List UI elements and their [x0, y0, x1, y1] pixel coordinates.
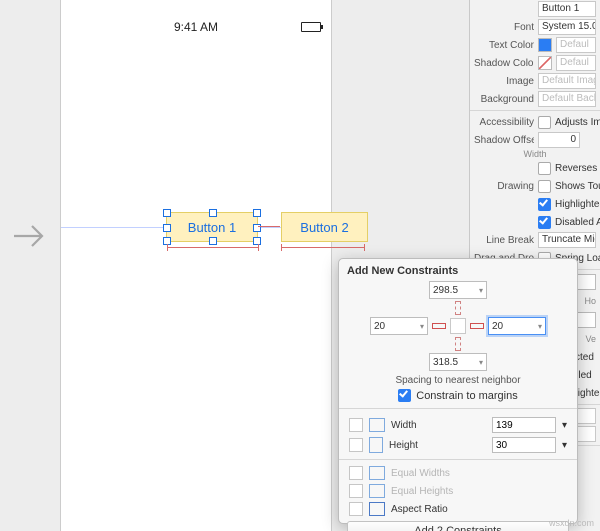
image-field[interactable]: Default Imag — [538, 73, 596, 89]
aspect-ratio-row[interactable]: Aspect Ratio — [339, 500, 577, 518]
constrain-margins-check[interactable] — [398, 389, 411, 402]
statusbar-time: 9:41 AM — [174, 20, 218, 34]
canvas-pan-arrow — [12, 222, 50, 250]
title-field[interactable]: Button 1 — [538, 1, 596, 17]
width-check[interactable] — [349, 418, 363, 432]
height-value-field[interactable] — [492, 437, 556, 453]
right-strut[interactable] — [470, 323, 484, 329]
left-strut[interactable] — [432, 323, 446, 329]
aspect-ratio-icon — [369, 502, 385, 516]
neighbor-caption: Spacing to nearest neighbor — [339, 375, 577, 386]
battery-icon — [301, 22, 321, 32]
shadow-color-swatch[interactable] — [538, 56, 552, 70]
font-field[interactable]: System 15.0 — [538, 19, 596, 35]
height-check[interactable] — [349, 438, 363, 452]
accessibility-check[interactable] — [538, 116, 551, 129]
equal-widths-icon — [369, 466, 385, 480]
bottom-strut[interactable] — [455, 337, 461, 351]
canvas-button-1[interactable]: Button 1 — [166, 212, 258, 242]
canvas-button-2[interactable]: Button 2 — [281, 212, 368, 242]
reverses-check[interactable] — [538, 162, 551, 175]
width-value-field[interactable] — [492, 417, 556, 433]
background-field[interactable]: Default Back — [538, 91, 596, 107]
linebreak-field[interactable]: Truncate Mid — [538, 232, 596, 248]
popover-title: Add New Constraints — [347, 265, 569, 277]
top-strut[interactable] — [455, 301, 461, 315]
spacing-indicator — [258, 225, 280, 229]
aspect-check[interactable] — [349, 502, 363, 516]
device-canvas[interactable]: 9:41 AM Button 1 Button 2 — [60, 0, 332, 531]
highlighted-check[interactable] — [538, 198, 551, 211]
right-spacing-field[interactable]: 20▾ — [488, 317, 546, 335]
text-color-swatch[interactable] — [538, 38, 552, 52]
left-spacing-field[interactable]: 20▾ — [370, 317, 428, 335]
height-icon — [369, 437, 383, 453]
disabled-check[interactable] — [538, 216, 551, 229]
bottom-spacing-field[interactable]: 318.5▾ — [429, 353, 487, 371]
height-constraint-row[interactable]: Height ▾ — [339, 435, 577, 455]
device-statusbar: 9:41 AM — [61, 20, 331, 38]
dimension-bar — [167, 244, 259, 251]
width-caption: Width — [470, 149, 600, 159]
watermark: wsxdn.com — [549, 518, 594, 528]
width-icon — [369, 418, 385, 432]
dimension-bar — [281, 244, 365, 251]
width-constraint-row[interactable]: Width ▾ — [339, 415, 577, 435]
add-constraints-button[interactable]: Add 2 Constraints — [347, 521, 569, 531]
center-box-icon — [450, 318, 466, 334]
top-spacing-field[interactable]: 298.5▾ — [429, 281, 487, 299]
equal-heights-icon — [369, 484, 385, 498]
equal-heights-row: Equal Heights — [339, 482, 577, 500]
shows-touch-check[interactable] — [538, 180, 551, 193]
button-label: Button 2 — [300, 220, 348, 235]
add-constraints-popover: Add New Constraints 298.5▾ 20▾ 20▾ 318.5… — [338, 258, 578, 524]
button-label: Button 1 — [188, 220, 236, 235]
shadow-offset-field[interactable]: 0 — [538, 132, 580, 148]
equal-widths-row: Equal Widths — [339, 464, 577, 482]
